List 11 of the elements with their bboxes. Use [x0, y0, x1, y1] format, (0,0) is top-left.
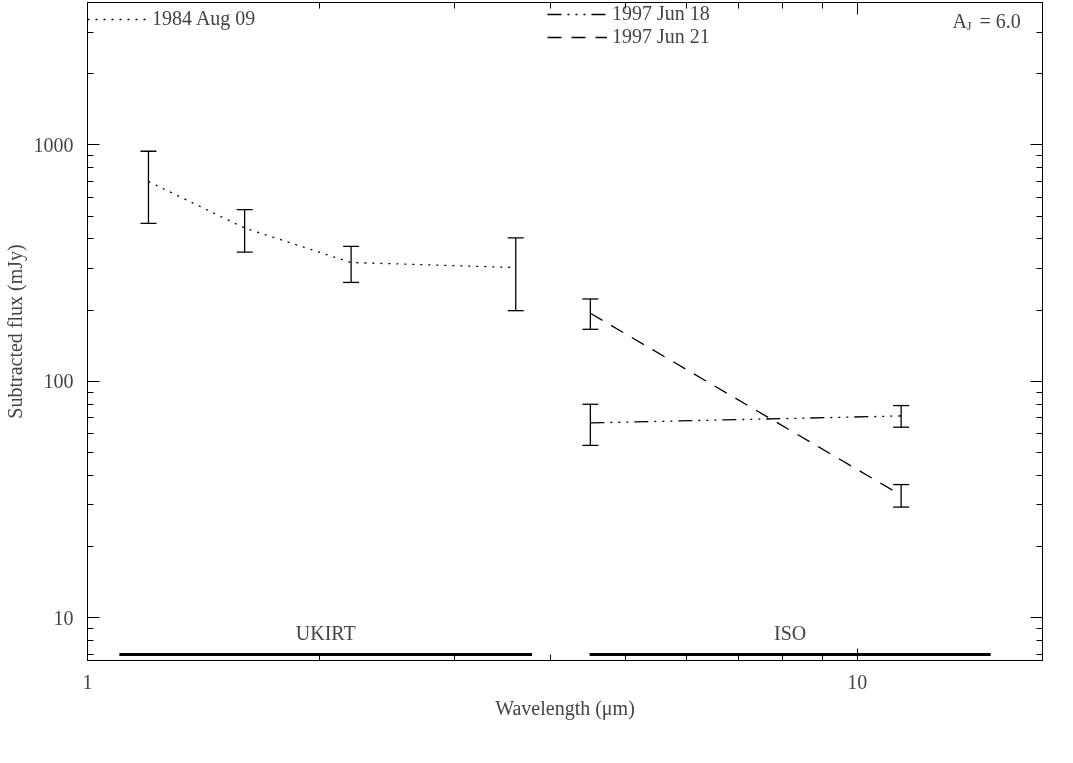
x-tick-label: 1 — [82, 670, 93, 693]
y-tick-label: 1000 — [33, 133, 74, 156]
series-label: UKIRT — [295, 622, 356, 645]
series-label: ISO — [774, 622, 807, 645]
x-axis-title: Wavelength (μm) — [495, 696, 635, 720]
legend-label: 1984 Aug 09 — [152, 7, 256, 30]
y-axis-title: Subtracted flux (mJy) — [3, 244, 27, 419]
legend-label: 1997 Jun 18 — [612, 2, 710, 25]
legend-label: 1997 Jun 21 — [612, 25, 710, 48]
y-tick-label: 10 — [53, 606, 74, 629]
y-tick-label: 100 — [43, 370, 74, 393]
